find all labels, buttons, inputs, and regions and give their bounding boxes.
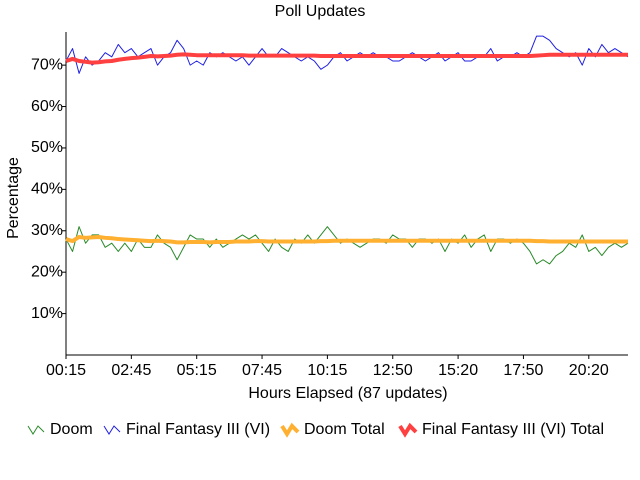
legend-icon <box>280 422 300 438</box>
x-tick-label: 02:45 <box>111 362 151 379</box>
legend-icon <box>27 425 45 435</box>
x-tick-label: 05:15 <box>177 362 217 379</box>
legend-label: Final Fantasy III (VI) Total <box>422 421 604 438</box>
legend-label: Final Fantasy III (VI) <box>126 421 270 438</box>
x-axis-label: Hours Elapsed (87 updates) <box>248 385 447 402</box>
x-tick-label: 10:15 <box>307 362 347 379</box>
series-line <box>65 52 628 65</box>
y-tick-label: 40% <box>31 181 63 198</box>
y-tick-label: 30% <box>31 222 63 239</box>
y-tick-label: 60% <box>31 98 63 115</box>
legend-icon <box>103 425 121 435</box>
y-tick-label: 70% <box>31 56 63 73</box>
x-tick-label: 00:15 <box>46 362 86 379</box>
legend-icon <box>398 422 418 438</box>
x-tick-label: 12:50 <box>373 362 413 379</box>
legend-label: Doom Total <box>304 421 385 438</box>
x-tick-label: 17:50 <box>503 362 543 379</box>
series-line <box>65 234 628 245</box>
legend-label: Doom <box>50 421 93 438</box>
y-axis-label: Percentage <box>5 157 22 239</box>
series-line <box>65 226 629 265</box>
series-line <box>65 35 629 74</box>
x-tick-label: 15:20 <box>438 362 478 379</box>
x-tick-label: 20:20 <box>569 362 609 379</box>
y-tick-label: 50% <box>31 139 63 156</box>
x-tick-label: 07:45 <box>242 362 282 379</box>
chart-title: Poll Updates <box>275 3 366 20</box>
y-tick-label: 10% <box>31 305 63 322</box>
y-tick-label: 20% <box>31 263 63 280</box>
